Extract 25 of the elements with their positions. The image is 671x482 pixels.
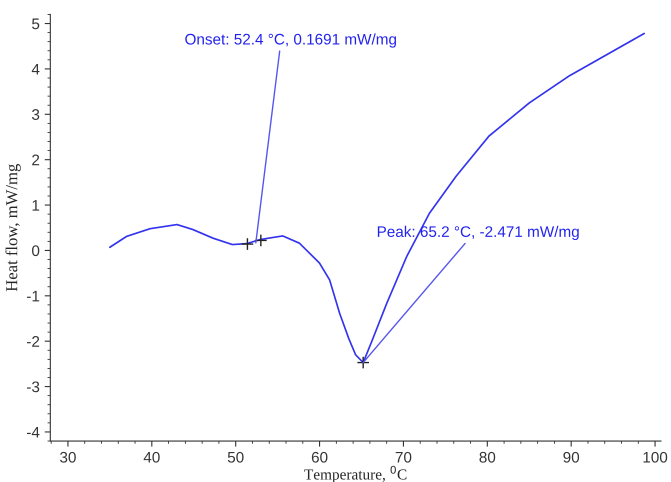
annotation: Onset: 52.4 °C, 0.1691 mW/mg [185,33,396,48]
y-tick-label: 5 [32,18,40,30]
x-tick-label: 100 [643,452,668,463]
x-tick-label: 50 [228,452,244,463]
x-tick-label: 30 [60,452,76,463]
y-tick-label: -3 [27,381,40,392]
x-tick-label: 40 [144,452,160,463]
y-tick-label: 2 [32,154,40,166]
point [254,234,268,247]
y-tick-label: -1 [27,290,40,302]
x-tick-label: 70 [396,452,412,463]
y-tick-label: -2 [27,336,40,347]
point [240,238,254,251]
point [356,356,370,370]
y-tick-label: 4 [32,64,40,74]
x-tick-label: 90 [563,452,580,463]
annotation: Peak: 65.2 °C, -2.471 mW/mg [378,226,579,240]
y-tick-label: 3 [32,109,40,120]
y-tick-label: 0 [32,245,40,256]
y-axis-title: Heat flow, mW/mg [5,164,21,292]
y-tick-label: -4 [27,426,40,438]
x-tick-label: 80 [479,452,496,463]
x-tick-label: 60 [312,452,328,463]
line-series [109,32,645,364]
y-tick-label: 1 [32,200,40,211]
